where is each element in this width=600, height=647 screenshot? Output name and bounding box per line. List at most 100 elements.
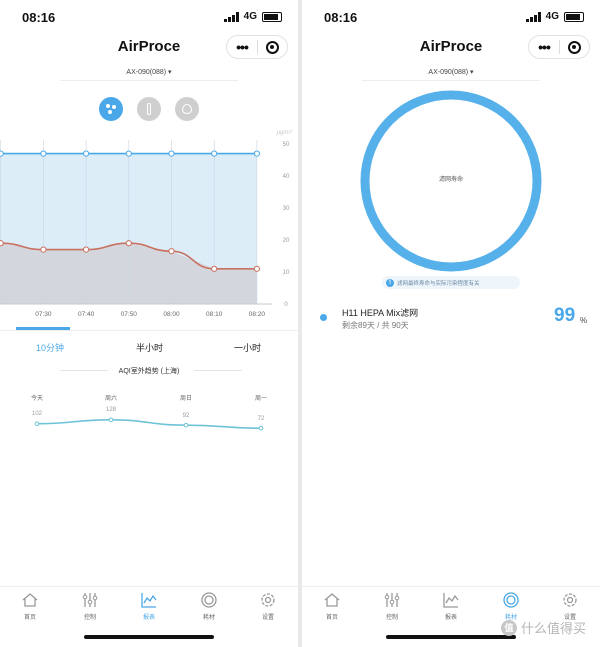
home-indicator: [386, 635, 516, 639]
outdoor-aqi-value: 72: [257, 416, 265, 422]
gear-icon: [261, 593, 275, 607]
outdoor-day-label: 周日: [179, 396, 192, 402]
threshold-band: [0, 153, 257, 269]
more-menu-icon[interactable]: •••: [236, 39, 249, 55]
watermark: 值 什么值得买: [500, 618, 586, 637]
filter-icon: [201, 592, 217, 608]
x-tick-label: 07:30: [35, 311, 52, 318]
tabbar-control[interactable]: 控制: [367, 591, 417, 621]
filter-status-dot: [320, 314, 327, 321]
outdoor-aqi-chart: [34, 417, 264, 431]
tabbar-consumables[interactable]: 耗材: [486, 591, 536, 621]
tabbar-home[interactable]: 首页: [5, 591, 55, 621]
tabbar-settings[interactable]: 设置: [243, 591, 293, 621]
network-type: 4G: [545, 11, 559, 22]
x-tick-label: 08:00: [163, 311, 180, 318]
home-indicator: [84, 635, 214, 639]
status-time: 08:16: [324, 10, 358, 25]
tab-30min[interactable]: 半小时: [136, 343, 164, 353]
threshold-point: [40, 150, 47, 157]
aqi-point: [183, 422, 189, 428]
signal-icon: [525, 11, 541, 22]
tab-1hour[interactable]: 一小时: [234, 343, 262, 353]
humidity-metric-toggle[interactable]: [175, 97, 199, 121]
indoor-line: [0, 242, 257, 270]
y-tick-label: 30: [283, 206, 290, 212]
battery-icon: [262, 11, 282, 22]
tab-bar: 首页 控制 报表 耗材 设置: [0, 586, 298, 626]
miniprogram-capsule: •••: [226, 35, 288, 59]
tab-bar: 首页 控制 报表 耗材 设置: [302, 586, 600, 626]
device-selector[interactable]: AX-090(088) ▾: [126, 69, 172, 76]
tabbar-home[interactable]: 首页: [307, 591, 357, 621]
consumables-screen: 08:16 4G AirProce ••• AX-090(088) ▾ 滤网寿命…: [302, 0, 600, 647]
threshold-point: [0, 150, 4, 157]
device-selector[interactable]: AX-090(088) ▾: [428, 69, 474, 76]
threshold-point: [168, 150, 175, 157]
indoor-point: [125, 240, 132, 247]
home-icon: [22, 593, 38, 607]
sliders-icon: [82, 593, 98, 607]
report-screen: 08:16 4G AirProce ••• AX-090(088) ▾ μg/m…: [0, 0, 298, 647]
info-icon: !: [386, 278, 394, 287]
x-tick-label: 07:50: [121, 311, 138, 318]
tab-10min[interactable]: 10分钟: [36, 343, 65, 353]
filter-percent: 99: [554, 305, 576, 326]
indoor-point: [0, 240, 4, 247]
more-menu-icon[interactable]: •••: [538, 39, 551, 55]
indoor-point: [253, 265, 260, 272]
aqi-point: [34, 421, 40, 426]
tabbar-settings[interactable]: 设置: [545, 591, 595, 621]
network-type: 4G: [243, 11, 257, 22]
watermark-text: 什么值得买: [520, 621, 586, 636]
tabbar-control[interactable]: 控制: [65, 591, 115, 621]
status-bar: 08:16 4G: [302, 0, 600, 34]
y-tick-label: 40: [283, 174, 290, 180]
outdoor-day-label: 周六: [104, 396, 117, 402]
x-tick-label: 07:40: [78, 311, 95, 318]
outdoor-trend-title: AQI室外趋势 (上海): [118, 368, 180, 375]
indoor-pm-chart: 0 10 20 30 40 50 07:30 07:40 07:50 08:00 08:10 08:2…: [0, 140, 290, 318]
active-tab-indicator: [16, 327, 70, 330]
filter-name: H11 HEPA Mix滤网: [342, 308, 419, 318]
app-title: AirProce: [117, 38, 181, 55]
tabbar-report[interactable]: 报表: [124, 591, 174, 621]
sliders-icon: [384, 593, 400, 607]
chart-icon: [443, 593, 459, 608]
miniprogram-capsule: •••: [528, 35, 590, 59]
aqi-point: [258, 425, 264, 431]
y-tick-label: 10: [283, 270, 290, 276]
battery-icon: [564, 11, 584, 22]
outdoor-day-label: 周一: [254, 396, 267, 402]
screen-divider: [298, 0, 302, 647]
outdoor-aqi-value: 92: [182, 413, 190, 419]
filter-note: ! 滤网最终寿命与实际污染程度有关: [382, 276, 520, 289]
y-tick-label: 0: [284, 302, 288, 308]
filter-icon: [503, 592, 519, 608]
status-bar: 08:16 4G: [0, 0, 298, 34]
chart-unit: μg/m³: [276, 130, 292, 136]
pm25-metric-toggle[interactable]: [99, 97, 123, 121]
indoor-point: [168, 248, 175, 255]
y-tick-label: 50: [283, 142, 290, 148]
aqi-line: [36, 418, 262, 429]
x-tick-label: 08:10: [206, 311, 223, 318]
indoor-point: [40, 246, 47, 253]
threshold-point: [125, 150, 132, 157]
outdoor-aqi-value: 102: [31, 411, 42, 417]
filter-life-ring: [360, 90, 542, 272]
watermark-badge: 值: [500, 619, 517, 636]
tabbar-consumables[interactable]: 耗材: [184, 591, 234, 621]
indoor-area: [0, 243, 257, 304]
aqi-point: [108, 417, 114, 423]
divider: [60, 80, 238, 81]
close-miniprogram-icon[interactable]: [560, 40, 589, 54]
x-tick-label: 08:20: [249, 311, 266, 318]
indoor-point: [211, 265, 218, 272]
close-miniprogram-icon[interactable]: [258, 40, 287, 54]
droplet-icon: [182, 104, 192, 114]
tabbar-report[interactable]: 报表: [426, 591, 476, 621]
chart-icon: [141, 593, 157, 608]
threshold-point: [253, 150, 260, 157]
temperature-metric-toggle[interactable]: [137, 97, 161, 121]
